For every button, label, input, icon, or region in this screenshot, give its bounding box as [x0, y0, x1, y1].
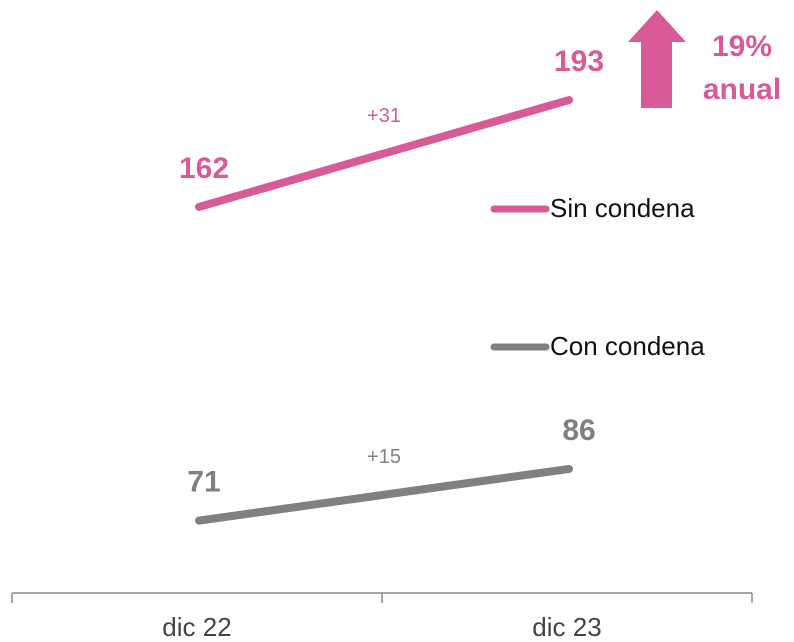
change-label: +15 — [367, 446, 401, 468]
data-label: 86 — [562, 414, 595, 447]
legend-label: Sin condena — [550, 193, 695, 223]
x-tick-label: dic 22 — [162, 612, 231, 642]
x-tick-label: dic 23 — [532, 612, 601, 642]
data-label: 162 — [179, 152, 229, 185]
data-label: 71 — [187, 466, 220, 499]
change-label: +31 — [367, 105, 401, 127]
series-line — [195, 96, 573, 211]
legend-label: Con condena — [550, 331, 705, 361]
annotation: 19% — [712, 30, 772, 63]
growth-arrow — [628, 10, 686, 108]
series-line — [195, 464, 573, 525]
annotation: anual — [703, 73, 781, 106]
data-label: 193 — [554, 45, 604, 78]
